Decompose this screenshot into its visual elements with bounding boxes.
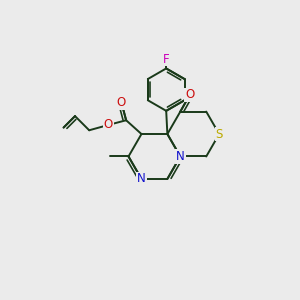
Text: O: O [185,88,194,101]
Text: N: N [176,150,185,163]
Text: F: F [163,52,169,65]
Text: O: O [117,96,126,109]
Text: S: S [215,128,223,140]
Text: F: F [163,52,169,65]
Text: O: O [104,118,113,131]
Text: N: N [137,172,146,185]
